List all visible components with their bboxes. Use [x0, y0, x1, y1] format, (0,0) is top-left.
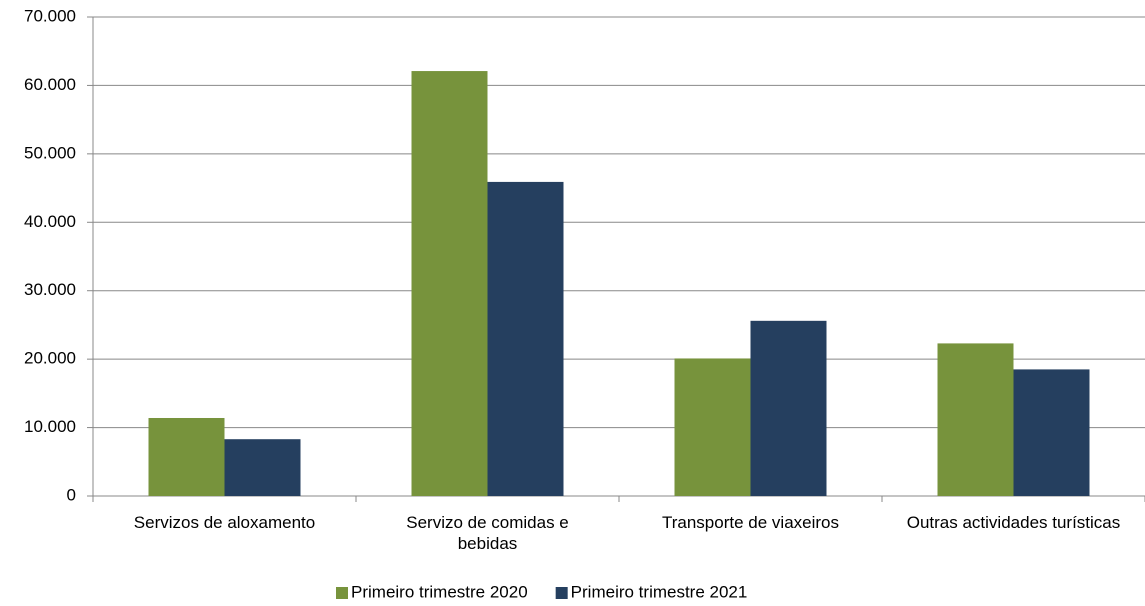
- bar: [750, 320, 827, 496]
- x-tick-label: Transporte de viaxeiros: [661, 513, 839, 532]
- bar: [674, 358, 751, 496]
- y-tick-label: 30.000: [24, 280, 76, 299]
- bar: [1013, 369, 1090, 496]
- y-tick-label: 60.000: [24, 75, 76, 94]
- bar: [937, 343, 1014, 496]
- x-tick-label: Servizo de comidas e bebidas: [406, 513, 569, 553]
- x-tick-label: Servizos de aloxamento: [133, 513, 316, 532]
- y-tick-label: 70.000: [24, 6, 76, 25]
- legend-label: Primeiro trimestre 2020: [351, 582, 528, 601]
- y-tick-label: 50.000: [24, 143, 76, 162]
- y-tick-label: 10.000: [24, 417, 76, 436]
- bar: [411, 71, 488, 497]
- legend-swatch: [336, 587, 348, 599]
- legend-label: Primeiro trimestre 2021: [571, 582, 748, 601]
- x-tick-label: Outras actividades turísticas: [906, 513, 1121, 532]
- y-tick-label: 20.000: [24, 349, 76, 368]
- bar: [487, 181, 564, 497]
- bar: [224, 439, 301, 496]
- y-tick-label: 40.000: [24, 212, 76, 231]
- legend-swatch: [555, 587, 568, 599]
- bar: [148, 417, 225, 496]
- y-tick-label: 0: [67, 485, 76, 504]
